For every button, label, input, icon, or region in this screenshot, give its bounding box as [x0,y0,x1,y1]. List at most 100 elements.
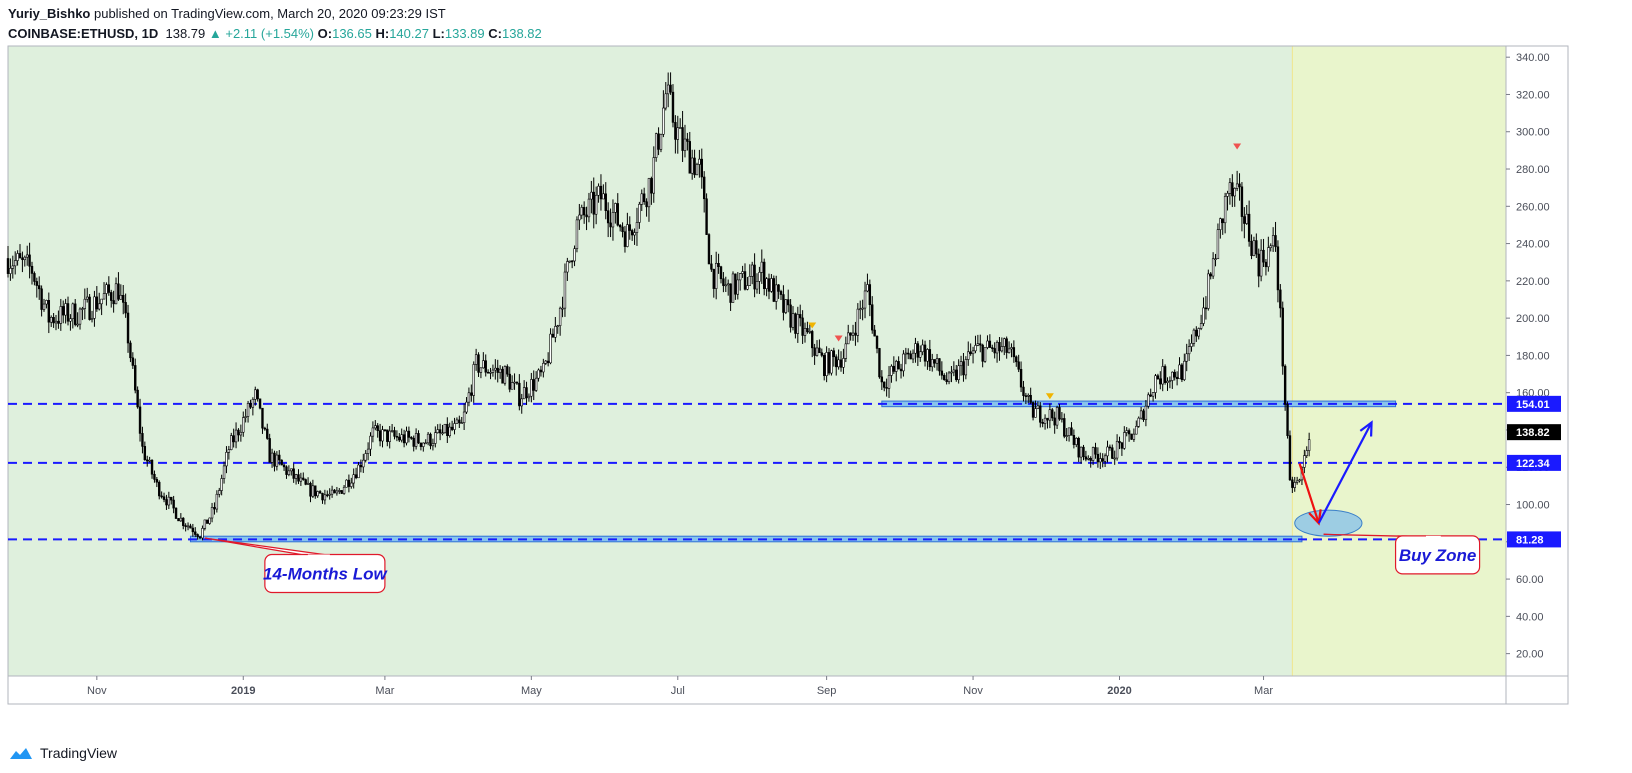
candle-body [1060,418,1064,420]
candle-body [787,299,790,306]
x-tick-label: Mar [375,685,394,697]
candle-body [534,377,538,391]
candle-body [789,304,792,328]
candle-body [573,248,576,262]
candle-body [460,422,463,424]
candle-body [748,276,751,286]
candle-body [1111,447,1114,459]
candle-body [117,283,120,300]
candle-body [976,343,980,346]
candle-body [931,359,934,368]
candle-body [1034,408,1037,418]
candle-body [443,423,447,434]
tradingview-logo[interactable]: TradingView [8,745,117,761]
candle-body [59,306,63,324]
candle-body [628,224,631,231]
candle-body [86,296,89,300]
level-price-label: 122.34 [1516,458,1551,470]
candle-body [210,507,214,519]
candle-body [964,359,968,376]
candle-body [112,300,115,305]
candle-body [823,355,826,376]
candle-body [813,347,816,356]
x-tick-label: Sep [817,685,837,697]
candle-body [1087,457,1090,460]
candle-body [1115,440,1119,459]
candle-body [923,344,927,362]
candle-body [1010,347,1013,350]
candle-body [196,534,199,537]
author-name[interactable]: Yuriy_Bishko [8,6,91,21]
candle-body [902,353,905,372]
last-price: 138.79 [165,26,206,41]
candle-body [654,133,658,158]
candle-body [1163,366,1167,383]
candle-body [400,434,403,441]
candle-body [875,335,879,349]
candle-body [354,474,358,479]
candle-body [186,525,190,528]
candle-body [76,323,79,326]
candle-body [520,398,523,407]
symbol-name[interactable]: COINBASE:ETHUSD, 1D [8,26,159,41]
candle-body [947,372,951,382]
callout-text: Buy Zone [1399,546,1476,565]
candle-body [808,331,812,333]
candle-body [1219,218,1222,230]
candle-body [854,332,857,336]
candle-body [446,423,449,436]
candle-body [429,433,432,447]
candle-body [832,350,836,358]
candle-body [323,494,327,501]
candle-body [244,416,247,418]
x-tick-label: Jul [671,685,685,697]
candle-body [873,329,876,337]
y-tick-label: 280.00 [1516,164,1550,176]
candle-body [426,433,430,444]
candle-body [491,369,495,373]
candle-body [503,366,507,384]
last-price-label: 138.82 [1516,427,1550,439]
candle-body [220,478,223,491]
candle-body [1159,378,1162,385]
candle-body [815,347,819,356]
candle-body [290,468,293,472]
candle-body [724,284,727,287]
candle-body [201,528,204,539]
candle-body [350,482,353,487]
candle-body [448,426,451,436]
candle-body [1262,249,1265,263]
candle-body [1103,455,1107,462]
candle-body [383,429,387,431]
candle-body [1175,376,1179,380]
candle-body [472,364,475,396]
candle-body [542,362,545,373]
candle-body [1096,453,1100,463]
candle-body [81,308,84,310]
level-price-tag [1507,531,1561,548]
candle-body [847,332,850,345]
y-tick-label: 200.00 [1516,313,1550,325]
open-label: O: [317,26,333,41]
candle-body [417,433,420,444]
candle-body [666,84,670,95]
candle-body [885,387,888,389]
candle-body [1036,405,1040,409]
candle-body [1144,405,1148,420]
candle-body [124,302,127,314]
candle-body [167,496,171,506]
candle-body [1089,457,1092,461]
candle-body [1166,380,1169,383]
candle-body [871,304,874,331]
candle-body [6,258,10,274]
candle-body [28,254,31,267]
y-tick-label: 40.00 [1516,611,1544,623]
candle-body [465,401,468,413]
candle-body [647,178,651,208]
candle-body [753,264,756,290]
candle-body [777,284,780,292]
candle-body [662,107,665,135]
x-tick-label: Nov [963,685,983,697]
candle-body [614,203,617,213]
